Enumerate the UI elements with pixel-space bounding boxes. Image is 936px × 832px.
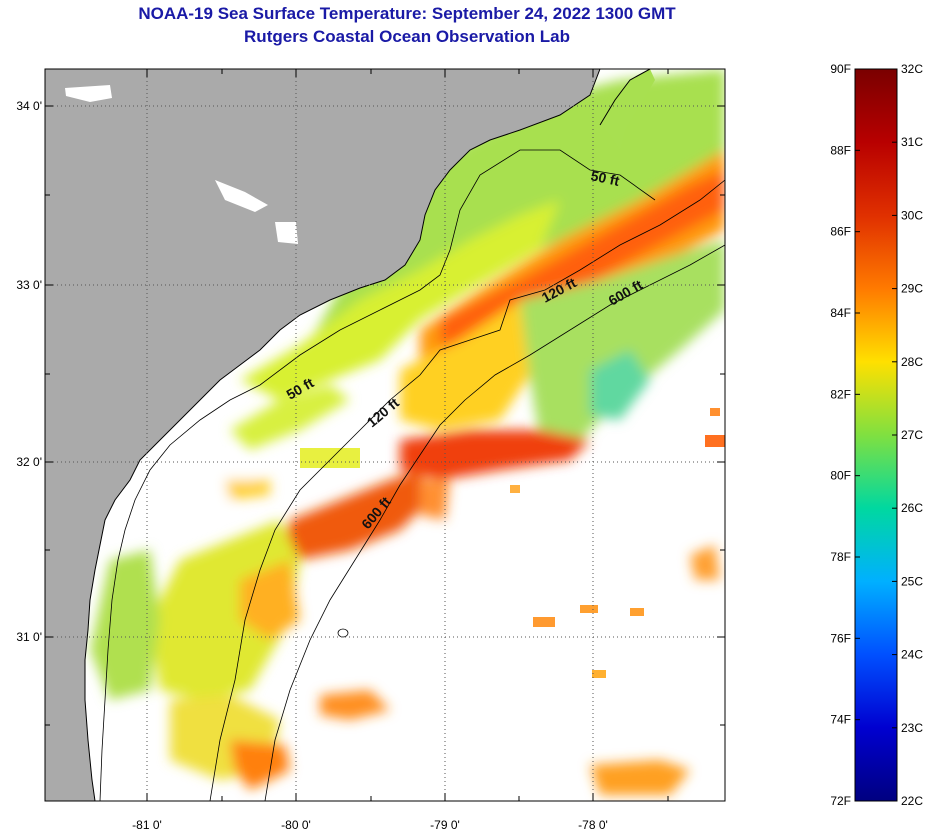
- lat-label: 32 0': [16, 455, 42, 469]
- colorbar-f-label: 72F: [830, 794, 851, 808]
- land-mass: [45, 69, 600, 801]
- colorbar-f-label: 84F: [830, 306, 851, 320]
- contour-600ft: [264, 244, 725, 801]
- colorbar-f-label: 76F: [830, 631, 851, 645]
- colorbar-c-label: 22C: [901, 794, 923, 808]
- contour-label: 50 ft: [589, 167, 621, 189]
- colorbar-f-label: 74F: [830, 713, 851, 727]
- colorbar-f-label: 82F: [830, 387, 851, 401]
- colorbar-c-label: 26C: [901, 501, 923, 515]
- colorbar-gradient: [854, 68, 898, 802]
- lon-label: -80 0': [281, 818, 311, 832]
- map-frame: [44, 68, 726, 802]
- contour-120ft: [209, 179, 725, 801]
- lat-label: 34 0': [16, 99, 42, 113]
- colorbar-f-label: 88F: [830, 143, 851, 157]
- colorbar-f-label: 90F: [830, 62, 851, 76]
- lat-label: 31 0': [16, 630, 42, 644]
- colorbar-c-label: 31C: [901, 135, 923, 149]
- colorbar: 90F 88F 86F 84F 82F 80F 78F 76F 74F 72F 32C 31C 30C 2…: [830, 62, 923, 808]
- lon-label: -78 0': [578, 818, 608, 832]
- colorbar-c-label: 24C: [901, 648, 923, 662]
- colorbar-c-label: 23C: [901, 721, 923, 735]
- colorbar-c-label: 29C: [901, 282, 923, 296]
- colorbar-c-label: 25C: [901, 574, 923, 588]
- colorbar-c-label: 30C: [901, 208, 923, 222]
- map-subtitle: Rutgers Coastal Ocean Observation Lab: [244, 27, 570, 46]
- lat-label: 33 0': [16, 278, 42, 292]
- sst-field: 50 ft 50 ft 120 ft 120 ft 600 ft 600 ft: [45, 69, 725, 801]
- colorbar-c-label: 28C: [901, 355, 923, 369]
- colorbar-c-label: 32C: [901, 62, 923, 76]
- graticule: [45, 69, 725, 801]
- colorbar-f-label: 78F: [830, 550, 851, 564]
- colorbar-c-label: 27C: [901, 428, 923, 442]
- contour-50ft: [99, 149, 656, 801]
- colorbar-f-label: 80F: [830, 469, 851, 483]
- lon-label: -81 0': [132, 818, 162, 832]
- lon-label: -79 0': [430, 818, 460, 832]
- map-title: NOAA-19 Sea Surface Temperature: Septemb…: [138, 4, 676, 23]
- colorbar-f-label: 86F: [830, 225, 851, 239]
